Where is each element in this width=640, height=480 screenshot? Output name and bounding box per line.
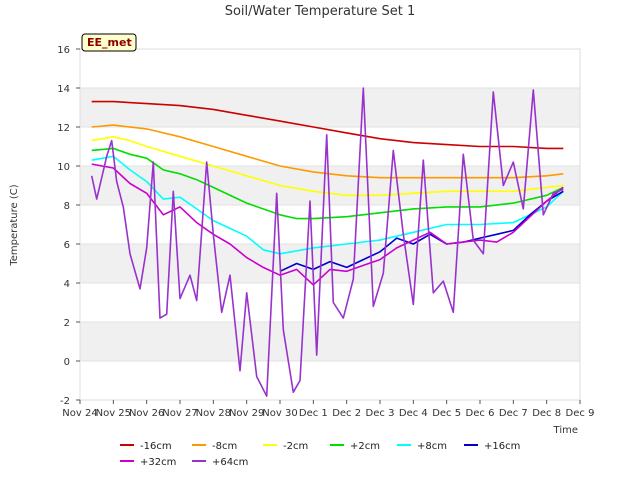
x-tick-label: Nov 30 bbox=[262, 408, 297, 419]
plot-frame bbox=[79, 48, 581, 401]
legend-item: +32cm bbox=[120, 457, 176, 468]
x-tick-label: Dec 2 bbox=[332, 408, 361, 419]
x-tick-label: Nov 29 bbox=[229, 408, 264, 419]
x-tick-label: Dec 1 bbox=[299, 408, 328, 419]
x-tick-label: Dec 7 bbox=[499, 408, 528, 419]
station-badge-box bbox=[81, 33, 137, 52]
x-tick-label: Dec 9 bbox=[566, 408, 595, 419]
y-axis-label: Temperature (C) bbox=[9, 184, 20, 266]
legend-label: +64cm bbox=[212, 457, 248, 468]
x-tick-label: Dec 8 bbox=[532, 408, 561, 419]
series-line-2cm bbox=[91, 136, 564, 197]
legend-item: +2cm bbox=[330, 441, 380, 452]
y-tick-label: 14 bbox=[57, 84, 70, 95]
legend-label: +8cm bbox=[417, 441, 447, 452]
y-tick-label: 6 bbox=[64, 240, 70, 251]
x-tick-label: Nov 24 bbox=[62, 408, 97, 419]
y-tick-label: 16 bbox=[57, 45, 70, 56]
legend-item: +64cm bbox=[192, 457, 248, 468]
y-tick-label: 4 bbox=[64, 279, 70, 290]
y-axis-ticks: -2 0 2 4 6 8 10 12 14 16 bbox=[57, 45, 80, 407]
series-line-8cm bbox=[91, 124, 564, 179]
x-tick-label: Dec 6 bbox=[466, 408, 495, 419]
x-tick-label: Nov 27 bbox=[162, 408, 197, 419]
chart-title: Soil/Water Temperature Set 1 bbox=[225, 4, 416, 19]
y-tick-label: -2 bbox=[60, 396, 70, 407]
y-tick-label: 10 bbox=[57, 162, 70, 173]
x-tick-label: Dec 4 bbox=[399, 408, 428, 419]
series-line-16cm bbox=[279, 190, 564, 273]
x-tick-label: Nov 28 bbox=[196, 408, 231, 419]
station-badge: EE_met bbox=[81, 33, 137, 52]
x-tick-label: Dec 3 bbox=[366, 408, 395, 419]
legend: -16cm -8cm -2cm +2cm +8cm +16cm +32cm +64cm bbox=[120, 441, 520, 468]
y-tick-label: 8 bbox=[64, 201, 70, 212]
legend-item: +8cm bbox=[397, 441, 447, 452]
station-badge-label: EE_met bbox=[87, 36, 132, 49]
legend-label: -16cm bbox=[140, 441, 172, 452]
legend-label: -2cm bbox=[283, 441, 308, 452]
y-tick-label: 12 bbox=[57, 123, 70, 134]
series-line-64cm bbox=[90, 87, 564, 397]
legend-label: +16cm bbox=[484, 441, 520, 452]
series-line-8cm bbox=[91, 155, 564, 255]
y-tick-label: 0 bbox=[64, 357, 70, 368]
legend-item: -16cm bbox=[120, 441, 172, 452]
series-line-16cm bbox=[91, 100, 564, 150]
grid-band bbox=[80, 322, 580, 361]
grid-band bbox=[80, 88, 580, 127]
series-lines bbox=[90, 87, 564, 397]
legend-item: +16cm bbox=[464, 441, 520, 452]
y-tick-label: 2 bbox=[64, 318, 70, 329]
legend-label: +32cm bbox=[140, 457, 176, 468]
x-tick-label: Nov 26 bbox=[129, 408, 164, 419]
grid-band bbox=[80, 244, 580, 283]
x-tick-label: Nov 25 bbox=[96, 408, 131, 419]
legend-label: +2cm bbox=[350, 441, 380, 452]
x-axis-label: Time bbox=[553, 425, 578, 436]
legend-item: -8cm bbox=[192, 441, 237, 452]
x-tick-label: Dec 5 bbox=[432, 408, 461, 419]
legend-item: -2cm bbox=[263, 441, 308, 452]
legend-label: -8cm bbox=[212, 441, 237, 452]
series-line-2cm bbox=[91, 147, 564, 220]
